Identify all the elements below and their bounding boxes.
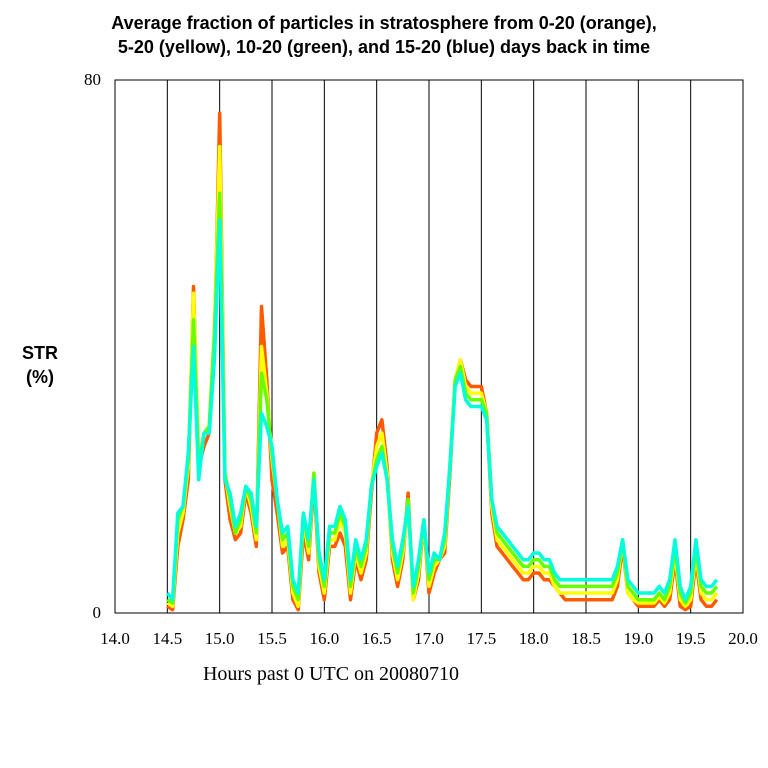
y-tick-label-0: 0: [93, 603, 102, 622]
x-tick-label-2: 15.0: [205, 629, 235, 648]
series-line-0: [166, 111, 719, 612]
y-axis-label-line-2: (%): [26, 367, 54, 387]
y-tick-label-1: 80: [84, 70, 101, 89]
x-tick-label-5: 16.5: [362, 629, 392, 648]
x-tick-label-6: 17.0: [414, 629, 444, 648]
x-tick-label-0: 14.0: [100, 629, 130, 648]
x-tick-label-3: 15.5: [257, 629, 287, 648]
x-tick-label-7: 17.5: [466, 629, 496, 648]
x-tick-label-8: 18.0: [519, 629, 549, 648]
x-tick-label-11: 19.5: [676, 629, 706, 648]
x-tick-label-1: 14.5: [152, 629, 182, 648]
plot-frame: [114, 79, 744, 614]
x-tick-label-9: 18.5: [571, 629, 601, 648]
series-line-3: [165, 218, 719, 602]
chart-title-line-1: Average fraction of particles in stratos…: [111, 13, 657, 33]
x-tick-label-12: 20.0: [728, 629, 758, 648]
y-axis-label-line-1: STR: [22, 343, 58, 363]
chart-title-line-2: 5-20 (yellow), 10-20 (green), and 15-20 …: [117, 37, 651, 57]
x-tick-label-10: 19.0: [623, 629, 653, 648]
x-axis-label: Hours past 0 UTC on 20080710: [202, 663, 460, 685]
x-tick-label-4: 16.0: [309, 629, 339, 648]
series-line-1: [166, 144, 719, 609]
